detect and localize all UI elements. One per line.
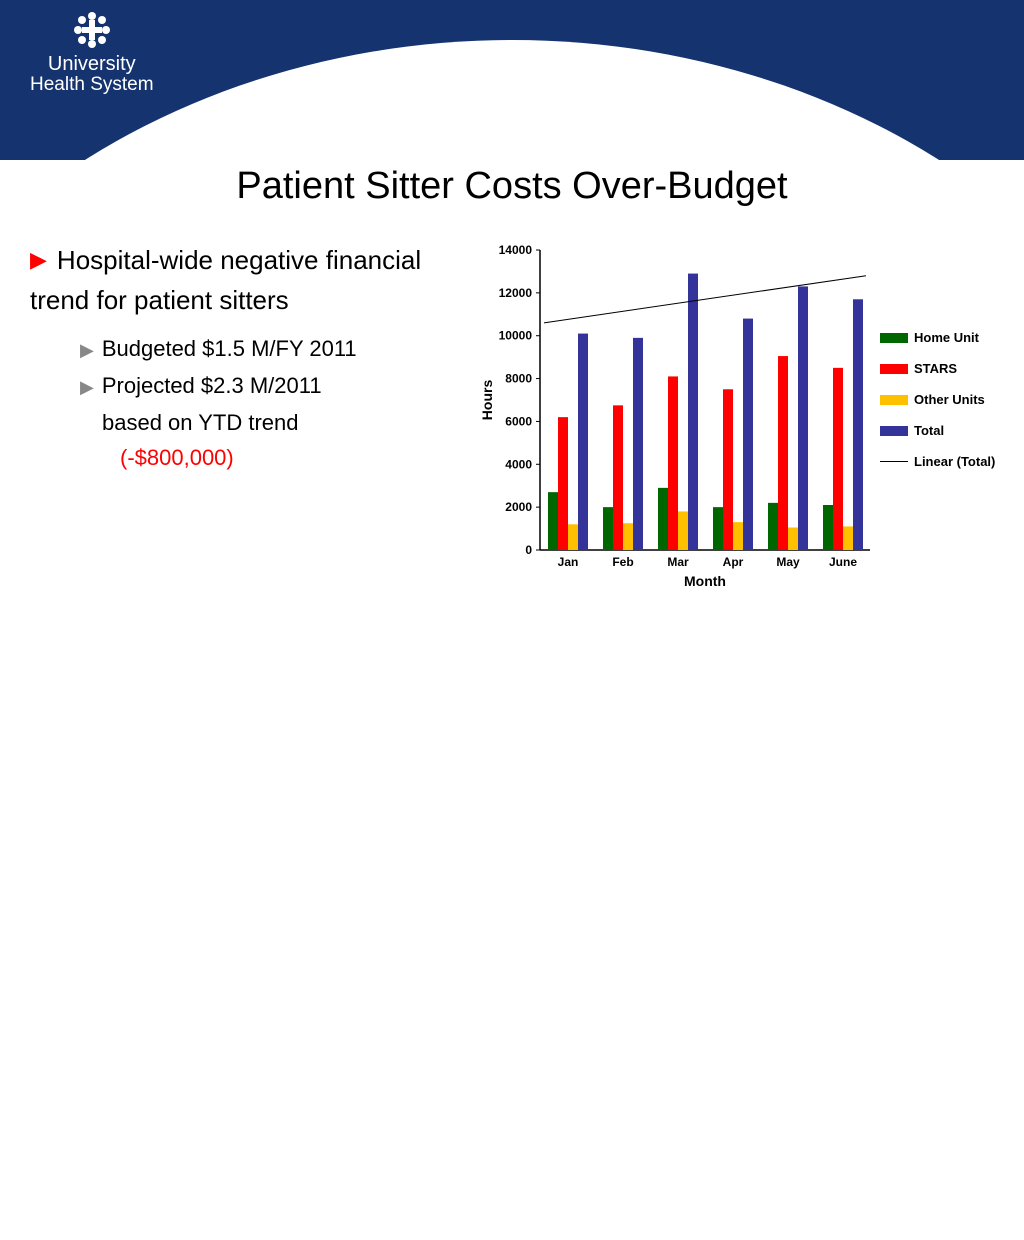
bullet-content: ▶Hospital-wide negative financial trend … bbox=[30, 240, 460, 475]
svg-text:Feb: Feb bbox=[612, 555, 633, 569]
chart-plot: 0 2000 4000 6000 8000 10000 12000 14000 Jan Feb Ma… bbox=[460, 240, 880, 600]
legend-item: Home Unit bbox=[880, 330, 995, 345]
logo-text-line2: Health System bbox=[30, 75, 154, 95]
page-title: Patient Sitter Costs Over-Budget bbox=[0, 165, 1024, 208]
svg-text:Hours: Hours bbox=[479, 380, 495, 421]
svg-text:Month: Month bbox=[684, 573, 726, 589]
legend-label: Home Unit bbox=[914, 330, 979, 345]
bullet-main-text: Hospital-wide negative financial trend f… bbox=[30, 245, 421, 315]
legend-swatch bbox=[880, 395, 908, 405]
legend-swatch bbox=[880, 426, 908, 436]
legend-line-swatch bbox=[880, 461, 908, 462]
svg-text:2000: 2000 bbox=[505, 500, 532, 514]
svg-text:Mar: Mar bbox=[667, 555, 689, 569]
bullet-sub1: ▶ Budgeted $1.5 M/FY 2011 bbox=[80, 331, 460, 366]
logo: University Health System bbox=[30, 10, 154, 95]
logo-text-line1: University bbox=[30, 54, 154, 75]
svg-text:6000: 6000 bbox=[505, 414, 532, 428]
arrow-icon: ▶ bbox=[30, 243, 47, 277]
legend-label: Linear (Total) bbox=[914, 454, 995, 469]
bullet-main: ▶Hospital-wide negative financial trend … bbox=[30, 240, 460, 321]
chart-legend: Home Unit STARS Other Units Total Linear (To… bbox=[880, 330, 995, 485]
legend-item: Total bbox=[880, 423, 995, 438]
svg-text:Apr: Apr bbox=[723, 555, 744, 569]
chart: 0 2000 4000 6000 8000 10000 12000 14000 Jan Feb Ma… bbox=[460, 240, 1020, 610]
bullet-sub1-text: Budgeted $1.5 M/FY 2011 bbox=[102, 336, 357, 361]
svg-text:May: May bbox=[776, 555, 800, 569]
legend-label: Other Units bbox=[914, 392, 985, 407]
svg-text:8000: 8000 bbox=[505, 372, 532, 386]
bullet-sub2: ▶ Projected $2.3 M/2011 bbox=[80, 368, 460, 403]
logo-icon bbox=[30, 10, 154, 50]
header-arch bbox=[0, 40, 1024, 1240]
legend-swatch bbox=[880, 364, 908, 374]
bullet-sub2b: based on YTD trend bbox=[102, 405, 460, 440]
legend-label: STARS bbox=[914, 361, 957, 376]
arrow-icon: ▶ bbox=[80, 340, 94, 360]
legend-item: Other Units bbox=[880, 392, 995, 407]
arrow-icon: ▶ bbox=[80, 377, 94, 397]
svg-text:12000: 12000 bbox=[499, 286, 533, 300]
svg-text:Jan: Jan bbox=[558, 555, 579, 569]
legend-item: STARS bbox=[880, 361, 995, 376]
deficit-text: (-$800,000) bbox=[120, 440, 460, 475]
svg-text:0: 0 bbox=[525, 543, 532, 557]
svg-text:10000: 10000 bbox=[499, 329, 533, 343]
legend-label: Total bbox=[914, 423, 944, 438]
svg-text:4000: 4000 bbox=[505, 457, 532, 471]
svg-text:June: June bbox=[829, 555, 857, 569]
legend-item: Linear (Total) bbox=[880, 454, 995, 469]
bullet-sub2-text: Projected $2.3 M/2011 bbox=[102, 373, 322, 398]
legend-swatch bbox=[880, 333, 908, 343]
svg-text:14000: 14000 bbox=[499, 243, 533, 257]
